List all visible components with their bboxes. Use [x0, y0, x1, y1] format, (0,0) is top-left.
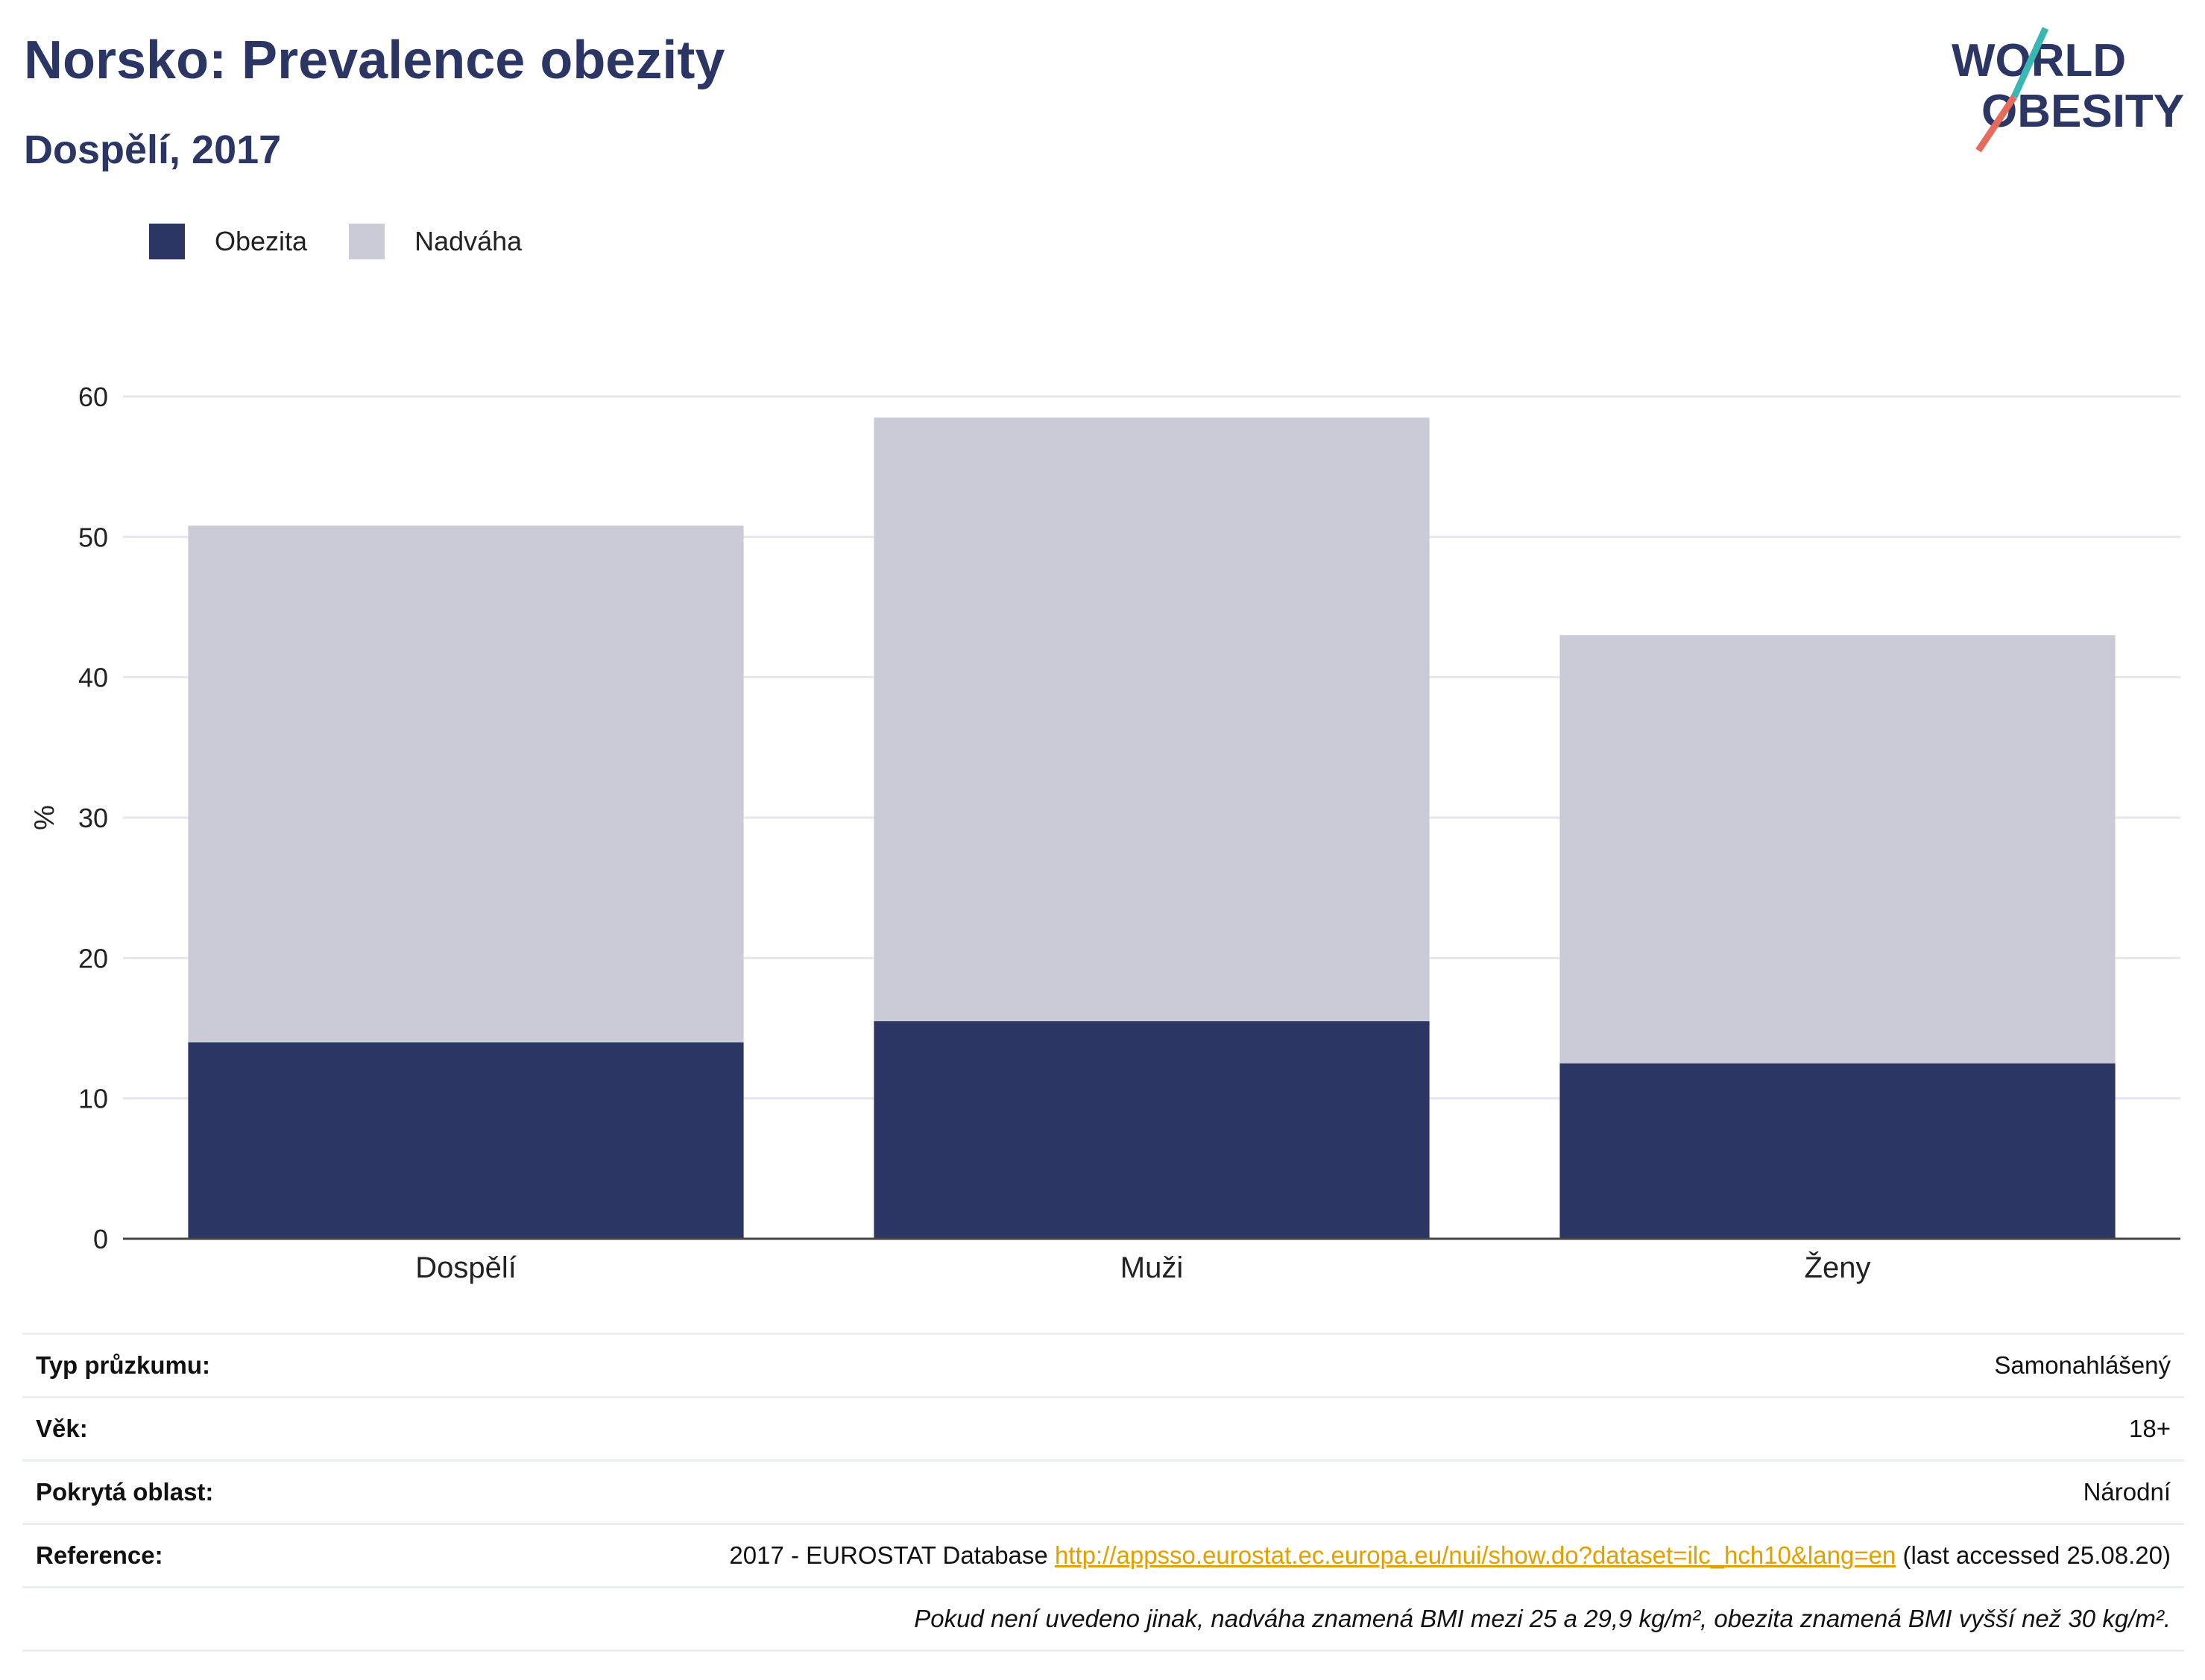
survey-label: Typ průzkumu:: [36, 1351, 211, 1379]
chart-legend: Obezita Nadváha: [149, 224, 564, 259]
y-axis-label: %: [29, 805, 60, 830]
reference-link[interactable]: http://appsso.eurostat.ec.europa.eu/nui/…: [1054, 1541, 1896, 1569]
bar-obezita-0: [188, 1042, 744, 1239]
info-row-reference: Reference: 2017 - EUROSTAT Database http…: [22, 1523, 2184, 1586]
area-label: Pokrytá oblast:: [36, 1478, 214, 1506]
world-obesity-logo: WORLD OBESITY: [1952, 27, 2184, 153]
logo-slash-red: [1975, 95, 2017, 153]
bar-nadvaha-1: [874, 417, 1430, 1022]
x-tick-label: Ženy: [1805, 1251, 1871, 1284]
y-tick-label: 30: [78, 803, 108, 833]
y-tick-label: 20: [78, 943, 108, 973]
y-tick-label: 60: [78, 382, 108, 412]
legend-swatch-nadvaha: [349, 224, 385, 259]
area-value: Národní: [2083, 1478, 2171, 1506]
age-label: Věk:: [36, 1415, 88, 1442]
y-tick-label: 40: [78, 663, 108, 693]
page-title: Norsko: Prevalence obezity: [24, 31, 725, 90]
reference-prefix: 2017 - EUROSTAT Database: [729, 1541, 1048, 1569]
page-subtitle: Dospělí, 2017: [24, 127, 282, 172]
survey-value: Samonahlášený: [1994, 1351, 2171, 1379]
reference-value: 2017 - EUROSTAT Database http://appsso.e…: [729, 1541, 2171, 1570]
x-tick-label: Muži: [1120, 1251, 1183, 1284]
legend-label-obezita: Obezita: [215, 226, 308, 256]
bmi-note: Pokud není uvedeno jinak, nadváha znamen…: [914, 1605, 2171, 1632]
bar-obezita-2: [1559, 1063, 2116, 1239]
info-row-survey: Typ průzkumu: Samonahlášený: [22, 1333, 2184, 1396]
bar-nadvaha-2: [1559, 635, 2116, 1064]
x-tick-label: Dospělí: [415, 1251, 517, 1284]
logo-line2: OBESITY: [1981, 86, 2184, 137]
info-row-note: Pokud není uvedeno jinak, nadváha znamen…: [22, 1586, 2184, 1652]
bar-chart: 0 10 20 30 40 50 60% Dospělí Muži Ženy: [29, 382, 2180, 1284]
legend-swatch-obezita: [149, 224, 185, 259]
age-value: 18+: [2129, 1415, 2171, 1442]
info-row-area: Pokrytá oblast: Národní: [22, 1459, 2184, 1523]
reference-suffix: (last accessed 25.08.20): [1902, 1541, 2171, 1569]
legend-item-obezita[interactable]: Obezita: [149, 224, 307, 259]
info-table: Typ průzkumu: Samonahlášený Věk: 18+ Pok…: [22, 1333, 2184, 1652]
legend-item-nadvaha[interactable]: Nadváha: [349, 224, 522, 259]
reference-label: Reference:: [36, 1541, 163, 1569]
logo-slash-teal: [2010, 27, 2049, 98]
bar-nadvaha-0: [188, 525, 744, 1043]
info-row-age: Věk: 18+: [22, 1396, 2184, 1459]
y-tick-label: 50: [78, 522, 108, 552]
legend-label-nadvaha: Nadváha: [414, 226, 523, 256]
y-tick-label: 0: [93, 1224, 108, 1254]
y-tick-label: 10: [78, 1084, 108, 1114]
bar-obezita-1: [874, 1021, 1430, 1239]
